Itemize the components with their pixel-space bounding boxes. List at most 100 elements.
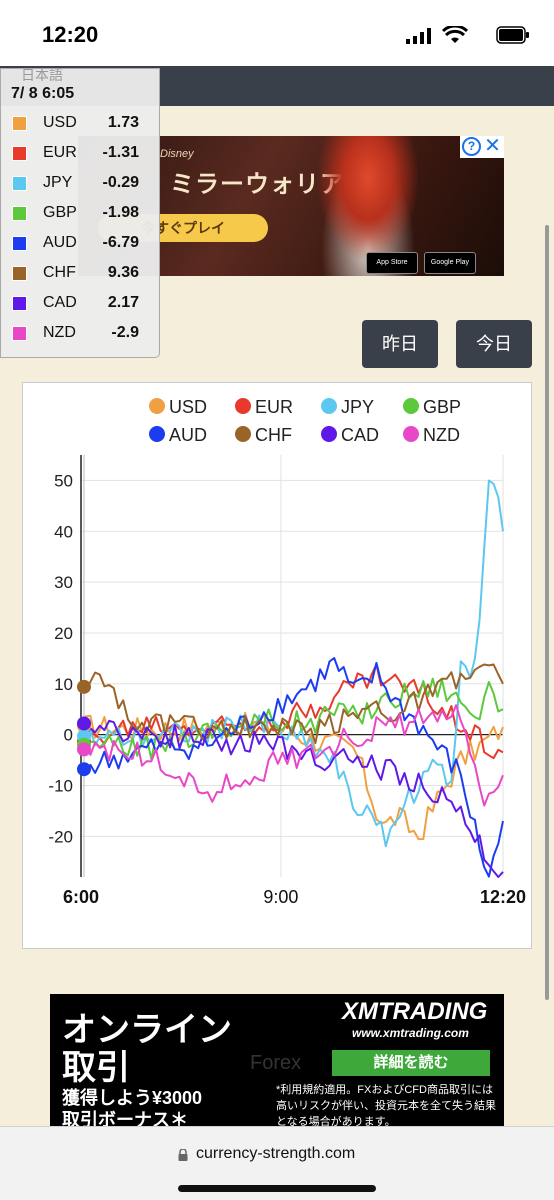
scrollbar[interactable]	[545, 225, 549, 1000]
tooltip-currency: JPY	[43, 174, 73, 191]
tooltip-row-nzd: NZD -2.9	[1, 319, 161, 349]
legend-marker-gbp	[403, 398, 419, 414]
chart-svg: USD EUR JPY GBP AUD CHF CAD NZD 50 40 30 20 10 0 -10 -2…	[48, 397, 526, 907]
battery-icon	[496, 26, 529, 44]
series-marker-cad	[77, 716, 91, 731]
tooltip-swatch	[12, 176, 27, 191]
legend-label-aud: AUD	[169, 425, 207, 445]
x-tick-label: 12:20	[480, 887, 526, 907]
language-selector[interactable]: 日本語	[21, 67, 63, 83]
x-tick-label: 9:00	[263, 887, 298, 907]
series-line-eur	[80, 663, 504, 760]
y-tick-label: 50	[54, 471, 73, 490]
browser-url-bar[interactable]: currency-strength.com	[0, 1126, 554, 1200]
tooltip-currency: CAD	[43, 294, 77, 311]
series-line-aud	[80, 657, 504, 878]
status-icons	[390, 24, 530, 46]
tooltip-swatch	[12, 206, 27, 221]
tooltip-row-usd: USD 1.73	[1, 109, 161, 139]
tooltip-value: -1.31	[102, 144, 139, 161]
tooltip-swatch	[12, 296, 27, 311]
ad-controls: ? ✕	[460, 136, 504, 158]
legend-marker-aud	[149, 426, 165, 442]
tooltip-swatch	[12, 266, 27, 281]
series-marker-nzd	[77, 742, 91, 757]
legend-marker-usd	[149, 398, 165, 414]
ad-info-icon[interactable]: ?	[462, 137, 481, 156]
series-line-cad	[80, 719, 504, 878]
series-marker-chf	[77, 679, 91, 694]
legend-marker-cad	[321, 426, 337, 442]
legend-label-nzd: NZD	[423, 425, 460, 445]
tooltip-row-gbp: GBP -1.98	[1, 199, 161, 229]
y-tick-label: 20	[54, 624, 73, 643]
y-tick-label: -10	[48, 776, 73, 795]
tooltip-swatch	[12, 326, 27, 341]
tooltip-value: -0.29	[102, 174, 139, 191]
legend-label-gbp: GBP	[423, 397, 461, 417]
chart-tooltip: 日本語 7/ 8 6:05 USD 1.73 EUR -1.31 JPY -0.29 GBP…	[0, 67, 161, 358]
tooltip-currency: NZD	[43, 324, 76, 341]
tooltip-currency: EUR	[43, 144, 77, 161]
ad2-bonus-2: 取引ボーナス＊	[62, 1110, 188, 1126]
ad2-headline-1: オンライン	[62, 1011, 232, 1049]
url-text[interactable]: currency-strength.com	[196, 1145, 356, 1162]
xm-trading-ad[interactable]: オンライン 取引 獲得しよう¥3000 取引ボーナス＊ Forex XMTRAD…	[50, 994, 504, 1126]
y-tick-label: 30	[54, 573, 73, 592]
legend-marker-nzd	[403, 426, 419, 442]
tooltip-row-aud: AUD -6.79	[1, 229, 161, 259]
legend-label-cad: CAD	[341, 425, 379, 445]
status-time: 12:20	[42, 22, 99, 47]
series-line-chf	[80, 663, 504, 745]
today-button[interactable]: 今日	[456, 320, 532, 368]
tooltip-value: 9.36	[107, 264, 139, 281]
tooltip-value: -2.9	[111, 324, 139, 341]
y-tick-label: -20	[48, 827, 73, 846]
app-store-badge[interactable]: App Store	[366, 252, 418, 274]
tooltip-currency: CHF	[43, 264, 76, 281]
google-play-badge[interactable]: Google Play	[424, 252, 476, 274]
tooltip-row-eur: EUR -1.31	[1, 139, 161, 169]
ad-close-icon[interactable]: ✕	[484, 136, 501, 157]
legend-label-usd: USD	[169, 397, 207, 417]
lock-icon	[178, 1149, 188, 1161]
tooltip-currency: USD	[43, 114, 77, 131]
legend-marker-chf	[235, 426, 251, 442]
home-indicator[interactable]	[178, 1185, 376, 1192]
tooltip-row-jpy: JPY -0.29	[1, 169, 161, 199]
signal-icon	[406, 28, 431, 44]
legend-label-eur: EUR	[255, 397, 293, 417]
tooltip-value: -1.98	[102, 204, 139, 221]
tooltip-swatch	[12, 146, 27, 161]
tooltip-value: 2.17	[107, 294, 139, 311]
legend-marker-jpy	[321, 398, 337, 414]
currency-strength-chart: USD EUR JPY GBP AUD CHF CAD NZD 50 40 30 20 10 0 -10 -2…	[22, 382, 532, 949]
legend-label-chf: CHF	[255, 425, 292, 445]
tooltip-row-chf: CHF 9.36	[1, 259, 161, 289]
tooltip-title: 7/ 8 6:05	[11, 85, 75, 102]
wifi-icon	[442, 26, 468, 43]
tooltip-currency: GBP	[43, 204, 77, 221]
status-bar: 12:20	[0, 0, 554, 66]
series-line-nzd	[80, 704, 504, 807]
y-tick-label: 0	[64, 726, 73, 745]
ad2-headline-2: 取引	[62, 1049, 130, 1087]
ad2-bonus-1: 獲得しよう¥3000	[62, 1088, 203, 1108]
ad-brand: Disney	[160, 148, 194, 160]
tooltip-swatch	[12, 116, 27, 131]
tooltip-swatch	[12, 236, 27, 251]
ad2-details-button[interactable]: 詳細を読む	[332, 1050, 490, 1076]
xm-logo: XMTRADING	[342, 998, 488, 1025]
y-tick-label: 10	[54, 675, 73, 694]
ad2-forex-text: Forex	[250, 1052, 302, 1074]
tooltip-value: 1.73	[107, 114, 139, 131]
x-tick-label: 6:00	[63, 887, 99, 907]
legend-marker-eur	[235, 398, 251, 414]
ad2-url: www.xmtrading.com	[352, 1026, 469, 1040]
series-marker-aud	[77, 762, 91, 777]
yesterday-button[interactable]: 昨日	[362, 320, 438, 368]
ad2-disclaimer: *利用規約適用。FXおよびCFD商品取引には高いリスクが伴い、投資元本を全て失う…	[276, 1084, 496, 1126]
tooltip-currency: AUD	[43, 234, 77, 251]
y-tick-label: 40	[54, 522, 73, 541]
tooltip-row-cad: CAD 2.17	[1, 289, 161, 319]
